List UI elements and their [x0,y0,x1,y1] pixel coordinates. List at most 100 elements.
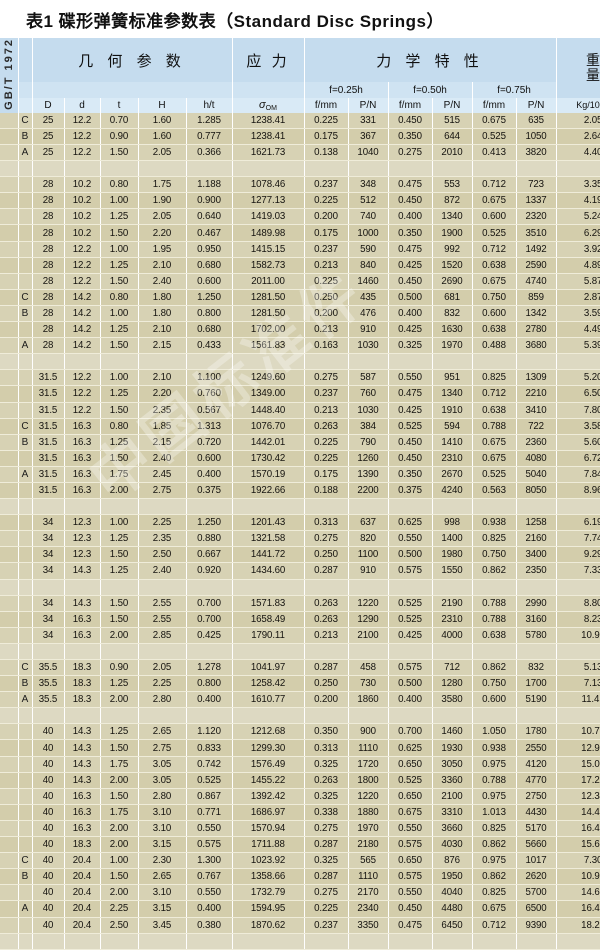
cell-w: 4.49 [556,321,600,339]
cell-D: 40 [32,788,65,805]
row-std-spacer [0,128,19,146]
table-row[interactable]: C 40 20.4 1.00 2.30 1.300 1023.92 0.325 565 0.650… [0,852,600,870]
cell-f50: 0.350 [388,128,433,146]
row-std-spacer [0,482,19,500]
table-row[interactable]: B 35.5 18.3 1.25 2.25 0.800 1258.42 0.250 730 0.5… [0,675,600,693]
cell-sigma: 1238.41 [232,112,305,129]
table-row[interactable]: 28 10.2 1.25 2.05 0.640 1419.03 0.200 740 0.400 1… [0,208,600,226]
series-class-label [18,482,33,500]
cell-sigma: 1442.01 [232,434,305,451]
weight-group-header: 重 量 [556,38,600,98]
table-row[interactable]: C 35.5 18.3 0.90 2.05 1.278 1041.97 0.287 458 0.5… [0,659,600,677]
table-row[interactable]: 40 14.3 1.25 2.65 1.120 1212.68 0.350 900 0.700 1… [0,723,600,741]
cell-p50: 1410 [432,434,473,451]
cell-D: 25 [32,112,65,129]
table-row[interactable]: B 40 20.4 1.50 2.65 0.767 1358.66 0.287 1110 0.57… [0,868,600,886]
cell-ht: 0.720 [186,434,233,451]
table-row[interactable]: 28 12.2 1.25 2.10 0.680 1582.73 0.213 840 0.425 1… [0,257,600,274]
separator-cell [64,643,101,661]
table-row[interactable]: 40 20.4 2.00 3.10 0.550 1732.79 0.275 2170 0.550… [0,884,600,902]
cell-p25: 730 [348,675,389,693]
table-row[interactable]: 31.5 12.2 1.25 2.20 0.760 1349.00 0.237 760 0.47… [0,385,600,403]
separator-cell [138,643,187,661]
series-class-label [18,788,33,805]
cell-t: 1.50 [100,273,139,290]
cell-sigma: 1730.42 [232,450,305,467]
cell-p50: 2670 [432,466,473,483]
cell-H: 1.85 [138,418,187,435]
table-row[interactable]: 34 14.3 1.25 2.40 0.920 1434.60 0.287 910 0.575 1… [0,562,600,580]
cell-D: 28 [32,208,65,226]
cell-p25: 587 [348,369,389,387]
separator-cell [472,579,517,596]
cell-f50: 0.450 [388,434,433,451]
series-class-label [18,208,33,226]
series-class-label: C [18,852,33,870]
table-row[interactable]: A 28 14.2 1.50 2.15 0.433 1561.83 0.163 1030 0.32… [0,337,600,355]
table-row[interactable]: 34 12.3 1.00 2.25 1.250 1201.43 0.313 637 0.625 9… [0,514,600,532]
cell-p50: 2100 [432,788,473,805]
table-row[interactable]: 40 18.3 2.00 3.15 0.575 1711.88 0.287 2180 0.575… [0,836,600,854]
cell-sigma: 1570.19 [232,466,305,483]
cell-f25: 0.213 [304,321,349,339]
cell-D: 40 [32,804,65,821]
cell-t: 1.00 [100,241,139,258]
table-row[interactable]: 34 12.3 1.25 2.35 0.880 1321.58 0.275 820 0.550 1… [0,530,600,548]
cell-f75: 0.938 [472,739,517,757]
cell-f25: 0.250 [304,289,349,306]
table-row[interactable]: C 31.5 16.3 0.80 1.85 1.313 1076.70 0.263 384 0.5… [0,418,600,435]
table-row[interactable]: 40 16.3 1.75 3.10 0.771 1686.97 0.338 1880 0.675… [0,804,600,821]
table-row[interactable]: 40 16.3 2.00 3.10 0.550 1570.94 0.275 1970 0.550… [0,820,600,838]
cell-ht: 1.120 [186,723,233,741]
series-class-label [18,627,33,644]
cell-d: 10.2 [64,176,101,194]
table-row[interactable]: C 25 12.2 0.70 1.60 1.285 1238.41 0.225 331 0.450… [0,112,600,129]
table-row[interactable]: C 28 14.2 0.80 1.80 1.250 1281.50 0.250 435 0.500… [0,289,600,306]
row-std-spacer [0,868,19,886]
table-row[interactable]: 40 20.4 2.50 3.45 0.380 1870.62 0.237 3350 0.475… [0,917,600,934]
row-std-spacer [0,820,19,838]
table-row[interactable]: 34 16.3 2.00 2.85 0.425 1790.11 0.213 2100 0.425… [0,627,600,644]
table-row[interactable]: A 25 12.2 1.50 2.05 0.366 1621.73 0.138 1040 0.27… [0,144,600,162]
cell-t: 2.50 [100,917,139,934]
table-row[interactable]: 31.5 16.3 2.00 2.75 0.375 1922.66 0.188 2200 0.3… [0,482,600,500]
table-row[interactable]: B 25 12.2 0.90 1.60 0.777 1238.41 0.175 367 0.350… [0,128,600,146]
separator-cell [64,353,101,371]
series-class-label: A [18,337,33,355]
cell-D: 25 [32,144,65,162]
cell-H: 2.75 [138,482,187,500]
cell-w: 8.96 [556,482,600,500]
table-row[interactable]: 40 14.3 1.50 2.75 0.833 1299.30 0.313 1110 0.625… [0,739,600,757]
table-row[interactable]: 28 10.2 0.80 1.75 1.188 1078.46 0.237 348 0.475 5… [0,176,600,194]
table-row[interactable]: 40 16.3 1.50 2.80 0.867 1392.42 0.325 1220 0.650… [0,788,600,805]
cell-t: 2.00 [100,836,139,854]
table-row[interactable]: B 28 14.2 1.00 1.80 0.800 1281.50 0.200 476 0.400… [0,305,600,323]
table-row[interactable]: 28 12.2 1.00 1.95 0.950 1415.15 0.237 590 0.475 9… [0,241,600,258]
table-row[interactable]: 31.5 12.2 1.00 2.10 1.100 1249.60 0.275 587 0.55… [0,369,600,387]
column-header-t: t [100,97,139,113]
table-row[interactable]: A 31.5 16.3 1.75 2.45 0.400 1570.19 0.175 1390 0.… [0,466,600,483]
table-row[interactable]: 31.5 16.3 1.50 2.40 0.600 1730.42 0.225 1260 0.4… [0,450,600,467]
table-row[interactable]: 40 14.3 1.75 3.05 0.742 1576.49 0.325 1720 0.650… [0,756,600,773]
table-row[interactable]: 28 10.2 1.00 1.90 0.900 1277.13 0.225 512 0.450 8… [0,192,600,210]
separator-cell [348,498,389,516]
series-class-label: B [18,128,33,146]
table-row[interactable]: 34 14.3 1.50 2.55 0.700 1571.83 0.263 1220 0.525… [0,595,600,612]
table-row[interactable]: 28 12.2 1.50 2.40 0.600 2011.00 0.225 1460 0.450… [0,273,600,290]
cell-D: 40 [32,868,65,886]
table-row[interactable]: 31.5 12.2 1.50 2.35 0.567 1448.40 0.213 1030 0.4… [0,402,600,419]
cell-f25: 0.237 [304,241,349,258]
table-row[interactable]: 34 16.3 1.50 2.55 0.700 1658.49 0.263 1290 0.525… [0,611,600,628]
cell-D: 34 [32,514,65,532]
table-row[interactable]: 40 14.3 2.00 3.05 0.525 1455.22 0.263 1800 0.525… [0,772,600,789]
header-row-columns: D d t H h/t σOM f/mm P/N f/mm P/N f/mm P… [0,97,600,113]
table-row[interactable]: 28 14.2 1.25 2.10 0.680 1702.00 0.213 910 0.425 1… [0,321,600,339]
table-row[interactable]: B 31.5 16.3 1.25 2.15 0.720 1442.01 0.225 790 0.4… [0,434,600,451]
separator-std-cell [0,707,19,725]
cell-p25: 2100 [348,627,389,644]
cell-d: 10.2 [64,208,101,226]
table-row[interactable]: 34 12.3 1.50 2.50 0.667 1441.72 0.250 1100 0.500… [0,546,600,564]
cell-f75: 0.638 [472,321,517,339]
table-row[interactable]: 28 10.2 1.50 2.20 0.467 1489.98 0.175 1000 0.350… [0,224,600,242]
table-row[interactable]: A 40 20.4 2.25 3.15 0.400 1594.95 0.225 2340 0.45… [0,900,600,918]
